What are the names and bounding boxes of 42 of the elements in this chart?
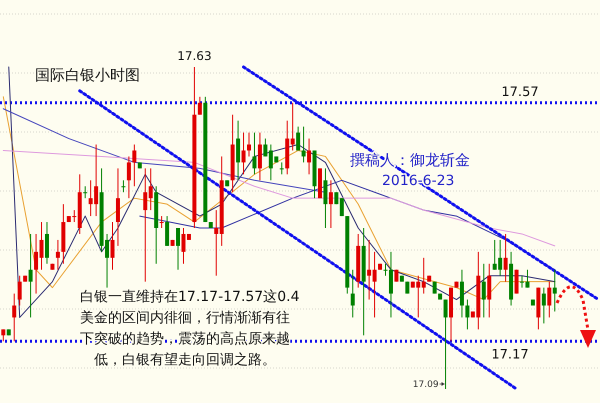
candlestick [547,281,552,318]
chart-title: 国际白银小时图 [35,66,140,84]
candlestick [350,269,355,318]
candlestick [302,126,306,163]
candlestick [165,216,170,246]
candlestick [460,269,464,318]
candlestick [12,293,16,342]
candlestick [252,132,256,175]
candlestick [160,216,164,228]
candlestick [542,287,546,324]
candlestick [110,222,114,270]
candlestick [198,96,202,116]
candlestick [258,132,262,181]
annotation: 17.63 [177,49,212,63]
candlestick [296,126,300,151]
candlestick [44,222,49,264]
candlestick [18,275,22,306]
candlestick [487,263,492,318]
candlestick [242,132,246,175]
candlestick [247,132,251,157]
candlestick [482,263,486,318]
annotation: 白银一直维持在17.17-17.57这0.4美金的区间内徘徊，行情渐渐有往下突破的趋势，震荡的高点原来越低，白银有望走向回调之路。 [80,289,300,368]
annotation: 17.09 [412,380,439,390]
candlestick [307,138,312,175]
ref-line-label: 17.17 [491,347,529,362]
candlestick [28,233,33,318]
candlestick [465,299,470,330]
candlestick [323,168,328,228]
ref-line-label: 17.57 [501,84,539,100]
candlestick [504,233,508,282]
candlestick [126,156,131,199]
candlestick [132,144,136,187]
candlestick [121,180,126,193]
candlestick [116,168,120,246]
candlestick [552,269,557,312]
candlestick [514,269,519,294]
candlestick [56,239,60,270]
candlestick [280,162,284,175]
candlestick [236,120,240,181]
candlestick [83,186,88,199]
candlestick [328,180,333,228]
candlestick [176,228,180,270]
